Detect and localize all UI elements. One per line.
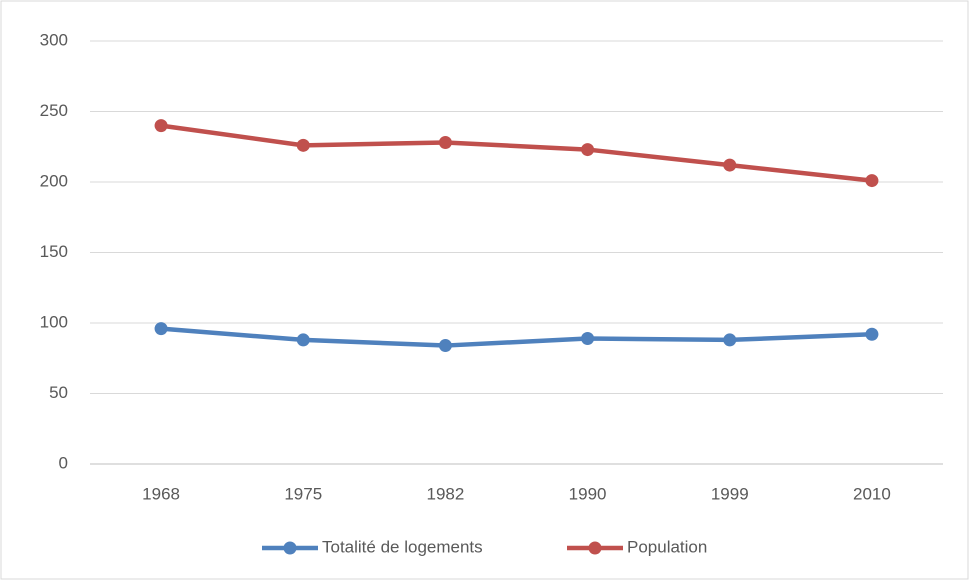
y-tick-label: 250 xyxy=(40,101,68,120)
series-marker xyxy=(154,322,168,336)
series-marker xyxy=(154,119,168,133)
x-tick-label: 1990 xyxy=(569,484,607,503)
y-tick-label: 300 xyxy=(40,30,68,49)
series-marker xyxy=(723,158,737,172)
series-marker xyxy=(723,333,737,347)
series-line xyxy=(158,326,875,348)
x-tick-label: 1999 xyxy=(711,484,749,503)
x-tick-label: 2010 xyxy=(853,484,891,503)
series-line xyxy=(158,123,875,183)
series-marker xyxy=(581,143,595,157)
legend-label: Totalité de logements xyxy=(322,537,483,556)
series-marker xyxy=(865,174,879,188)
x-tick-label: 1982 xyxy=(427,484,465,503)
y-tick-label: 200 xyxy=(40,171,68,190)
x-tick-label: 1968 xyxy=(142,484,180,503)
series-marker xyxy=(296,333,310,347)
series-marker xyxy=(581,332,595,346)
series-marker xyxy=(438,136,452,150)
legend-marker xyxy=(588,541,602,555)
y-tick-label: 150 xyxy=(40,242,68,261)
legend-label: Population xyxy=(627,537,707,556)
series-marker xyxy=(296,138,310,152)
x-tick-label: 1975 xyxy=(284,484,322,503)
y-tick-label: 50 xyxy=(49,383,68,402)
y-tick-label: 0 xyxy=(59,453,68,472)
series-marker xyxy=(438,339,452,353)
y-tick-label: 100 xyxy=(40,312,68,331)
series-marker xyxy=(865,327,879,341)
legend-marker xyxy=(283,541,297,555)
